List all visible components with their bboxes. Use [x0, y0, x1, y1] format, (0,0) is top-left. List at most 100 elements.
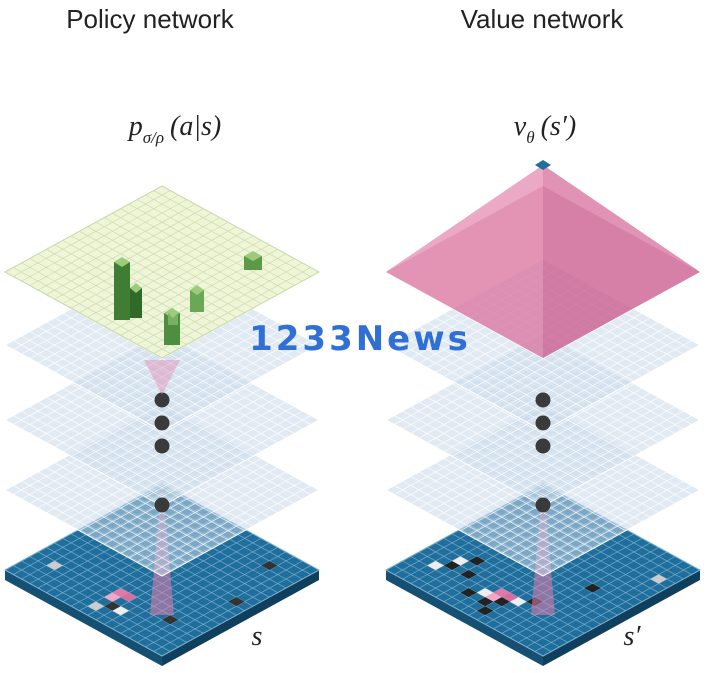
grid-line: [21, 194, 179, 282]
grid-line: [526, 410, 684, 498]
policy-bar-top: [190, 285, 204, 295]
stone: [460, 588, 477, 598]
grid-line: [70, 221, 229, 309]
grid-line: [443, 537, 602, 625]
grid-line: [509, 401, 668, 489]
grid-line: [484, 537, 643, 625]
grid-line: [435, 542, 593, 630]
policy-bar: [130, 288, 142, 318]
beam: [144, 360, 180, 395]
stone: [584, 583, 601, 593]
formula-subscript: σ/ρ: [143, 128, 164, 147]
grid-line: [112, 317, 270, 405]
grid-line: [443, 312, 602, 400]
grid-line: [62, 457, 221, 545]
stone: [162, 615, 179, 625]
grid-line: [87, 226, 245, 314]
stone: [468, 556, 486, 566]
grid-line: [435, 392, 593, 480]
formula-args: (s′): [541, 111, 577, 142]
grid-line: [62, 387, 221, 475]
grid-line: [484, 312, 643, 400]
stone: [112, 588, 129, 598]
stone: [509, 597, 527, 607]
grid-line: [443, 387, 602, 475]
stone: [228, 597, 245, 607]
grid-line: [484, 387, 643, 475]
stone: [427, 560, 444, 570]
grid-line: [46, 467, 204, 554]
grid-line: [103, 387, 262, 475]
grid-line: [120, 208, 278, 295]
grid-line: [518, 556, 676, 643]
formula-subscript: θ: [526, 128, 534, 147]
grid-line: [153, 415, 311, 502]
policy-bar-top: [114, 257, 130, 267]
layer-dot: [154, 497, 170, 513]
grid-line: [112, 542, 270, 630]
grid-line: [13, 415, 171, 502]
grid-line: [394, 415, 552, 502]
policy-bar: [168, 313, 178, 325]
formula-args: (a|s): [170, 111, 221, 142]
stone: [650, 574, 667, 584]
layer-dot: [154, 392, 170, 408]
grid-line: [13, 190, 171, 277]
stone: [452, 556, 469, 566]
stone: [485, 592, 502, 602]
grid-line: [95, 533, 254, 621]
grid-line: [493, 392, 651, 480]
grid-line: [37, 401, 196, 489]
grid-line: [112, 462, 270, 550]
grid-line: [46, 208, 204, 295]
grid-line: [435, 317, 593, 405]
grid-line: [451, 383, 610, 471]
grid-line: [54, 542, 212, 630]
grid-line: [435, 462, 593, 550]
grid-line: [137, 476, 295, 563]
grid-line: [451, 533, 610, 621]
grid-line: [29, 199, 187, 286]
grid-line: [46, 547, 204, 634]
policy-bar-top: [168, 308, 178, 318]
grid-line: [410, 476, 568, 563]
grid-line: [145, 410, 303, 498]
grid-line: [526, 480, 684, 568]
layer-dot: [154, 438, 170, 454]
grid-line: [476, 533, 635, 621]
pyramid-face: [543, 165, 700, 358]
grid-line: [70, 383, 229, 471]
policy-title: Policy network: [66, 4, 235, 34]
grid-line: [153, 565, 311, 652]
layer-dot: [535, 415, 551, 431]
stone: [493, 588, 510, 598]
policy-bar: [114, 262, 130, 320]
value-title: Value network: [461, 4, 625, 34]
board-side: [386, 570, 543, 666]
grid-line: [120, 397, 278, 484]
grid-line: [394, 485, 552, 572]
board-side: [543, 570, 700, 666]
policy-formula: pσ/ρ (a|s): [127, 111, 222, 147]
value-state-label: s′: [623, 621, 641, 652]
stone: [112, 606, 129, 616]
grid-line: [13, 340, 171, 427]
grid-line: [79, 226, 237, 314]
grid-line: [79, 230, 237, 318]
layer-dot: [535, 497, 551, 513]
layer-dot: [535, 392, 551, 408]
policy-bar: [244, 256, 262, 270]
layers: [3, 160, 702, 666]
grid-line: [112, 212, 270, 300]
grid-line: [21, 262, 179, 350]
grid-line: [493, 462, 651, 550]
grid-line: [427, 397, 585, 484]
pyramid-face: [386, 165, 543, 272]
grid-line: [120, 322, 278, 409]
grid-line: [534, 485, 692, 572]
grid-line: [402, 560, 560, 648]
grid-line: [128, 203, 287, 291]
grid-line: [145, 194, 303, 282]
grid-line: [145, 560, 303, 648]
grid-line: [54, 462, 212, 550]
